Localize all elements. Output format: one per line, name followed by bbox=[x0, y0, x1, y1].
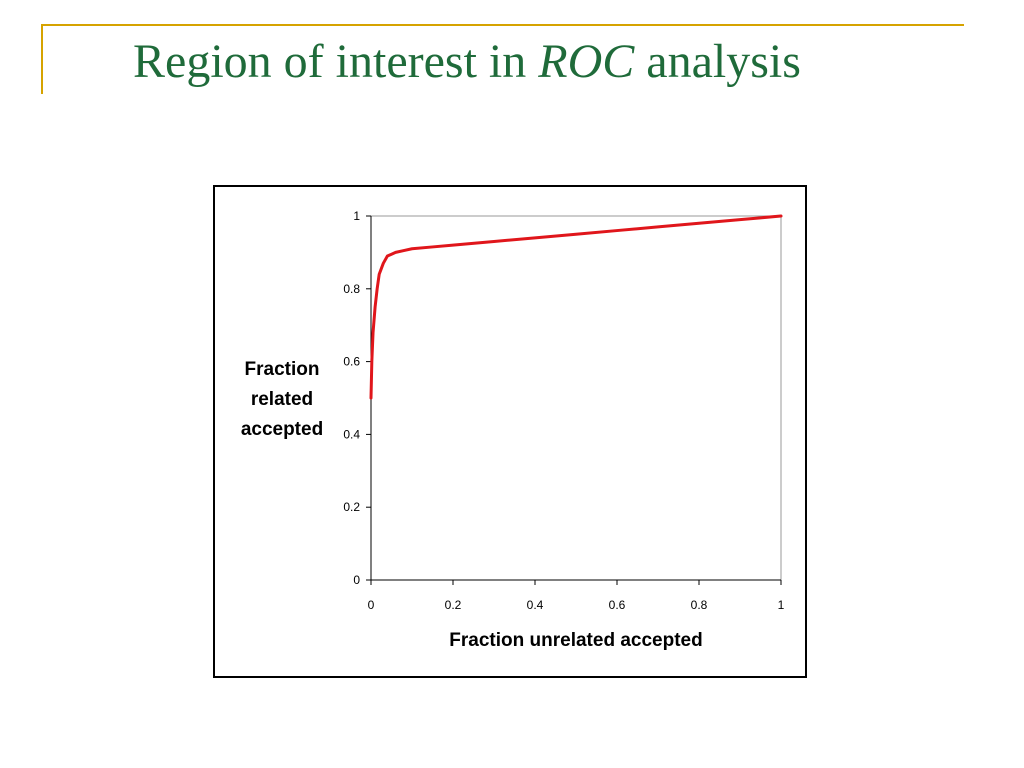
y-axis-label-line: related bbox=[250, 389, 314, 410]
y-tick-label: 0.8 bbox=[343, 282, 360, 296]
frame-left-line bbox=[41, 24, 43, 94]
x-tick-label: 0.6 bbox=[609, 598, 626, 612]
y-tick-label: 0.4 bbox=[343, 427, 360, 441]
y-axis-label: Fraction related accepted bbox=[228, 355, 336, 445]
x-tick-label: 0.4 bbox=[527, 598, 544, 612]
x-axis-label: Fraction unrelated accepted bbox=[449, 630, 703, 651]
y-tick-label: 0.2 bbox=[343, 500, 360, 514]
title-part-3: analysis bbox=[634, 35, 801, 88]
x-tick-label: 0 bbox=[368, 598, 375, 612]
roc-curve-line bbox=[369, 214, 783, 400]
slide-title: Region of interest in ROC analysis bbox=[133, 38, 801, 86]
chart-container bbox=[213, 185, 807, 678]
x-tick-label: 1 bbox=[778, 598, 785, 612]
y-tick-label: 0 bbox=[353, 573, 360, 587]
y-tick-label: 1 bbox=[353, 209, 360, 223]
y-axis-label-line: accepted bbox=[240, 419, 324, 440]
y-tick-label: 0.6 bbox=[343, 355, 360, 369]
y-axis-label-line: Fraction bbox=[244, 359, 320, 380]
x-tick-label: 0.2 bbox=[445, 598, 462, 612]
title-part-1: Region of interest in bbox=[133, 35, 539, 88]
frame-top-line bbox=[41, 24, 964, 26]
title-part-2: ROC bbox=[538, 35, 635, 88]
x-tick-label: 0.8 bbox=[691, 598, 708, 612]
